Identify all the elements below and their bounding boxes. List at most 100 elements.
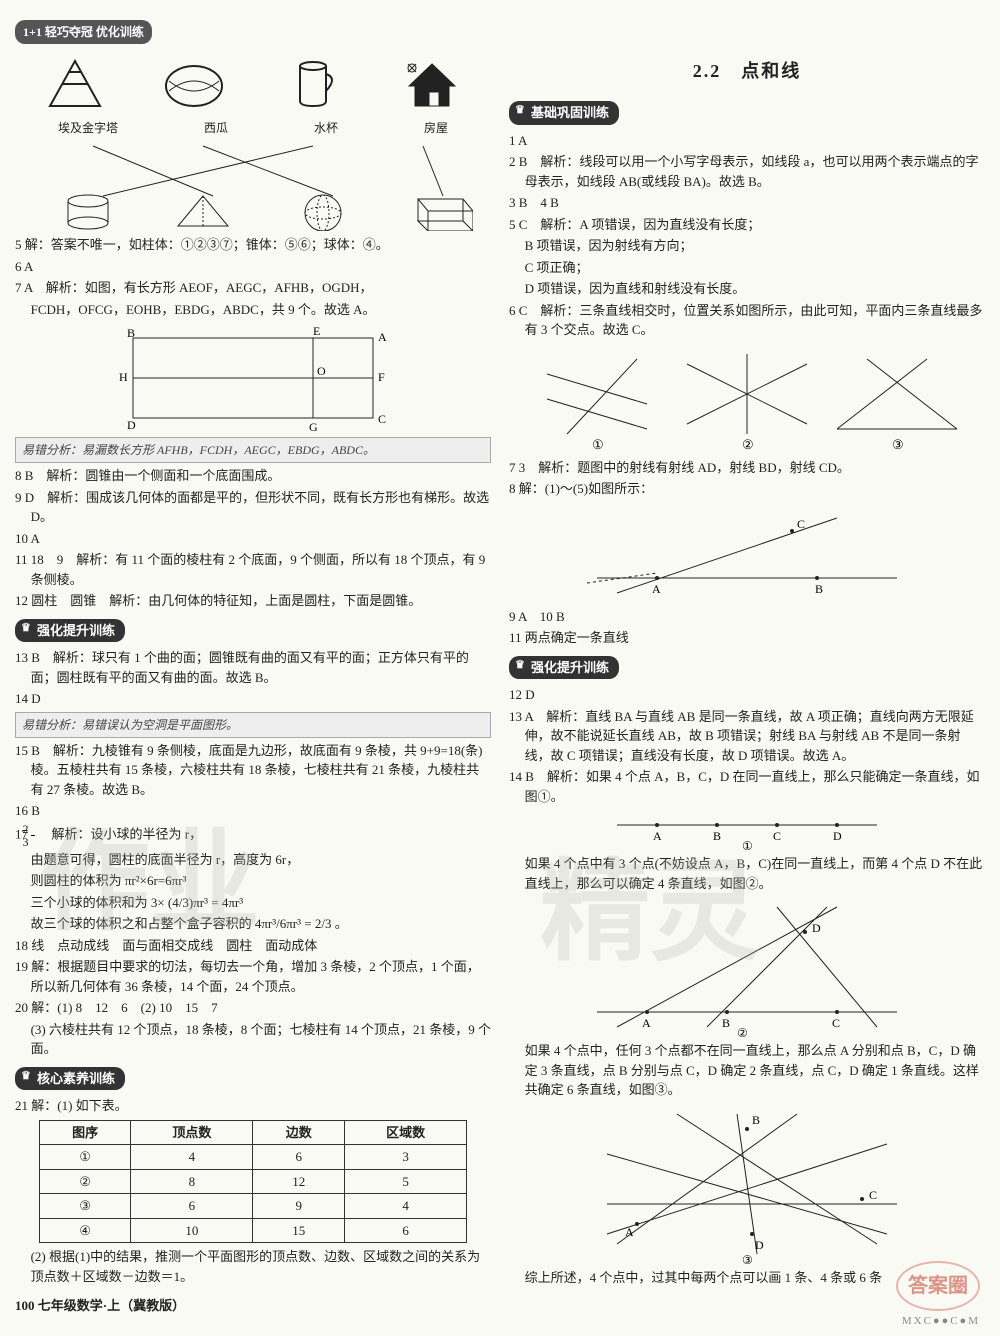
pyramid-icon xyxy=(40,56,110,111)
fig14b: A B C D ② xyxy=(577,897,917,1037)
q19: 19 解：根据题目中要求的切法，每切去一个角，增加 3 条棱，2 个顶点，1 个… xyxy=(15,957,491,996)
svg-text:O: O xyxy=(317,364,326,378)
svg-text:②: ② xyxy=(742,437,754,452)
house-icon xyxy=(397,56,467,111)
table-row: ④10156 xyxy=(39,1218,466,1243)
r-q11: 11 两点确定一条直线 xyxy=(509,628,985,648)
svg-text:A: A xyxy=(642,1016,651,1030)
r-q14a: 14 B 解析：如果 4 个点 A，B，C，D 在同一直线上，那么只能确定一条直… xyxy=(509,767,985,806)
q15: 15 B 解析：九棱锥有 9 条侧棱，底面是九边形，故底面有 9 条棱，共 9+… xyxy=(15,741,491,800)
q17c: 由题意可得，圆柱的底面半径为 r，高度为 6r， xyxy=(15,850,491,870)
badge-enhance-right: 强化提升训练 xyxy=(509,656,619,680)
svg-text:B: B xyxy=(722,1016,730,1030)
r-q5c: C 项正确； xyxy=(509,258,985,278)
svg-text:F: F xyxy=(378,370,385,384)
q8: 8 B 解析：圆锥由一个侧面和一个底面围成。 xyxy=(15,466,491,486)
q12: 12 圆柱 圆锥 解析：由几何体的特征知，上面是圆柱，下面是圆锥。 xyxy=(15,591,491,611)
svg-text:③: ③ xyxy=(892,437,904,452)
svg-text:A: A xyxy=(625,1225,634,1239)
q7b: FCDH，OFCG，EOHB，EBDG，ABDC，共 9 个。故选 A。 xyxy=(15,300,491,320)
note1: 易错分析：易漏数长方形 AFHB，FCDH，AEGC，EBDG，ABDC。 xyxy=(15,437,491,463)
q16: 16 B xyxy=(15,801,491,821)
table-q21: 图序 顶点数 边数 区域数 ①463 ②8125 ③694 ④10156 xyxy=(39,1120,467,1244)
r-q2: 2 B 解析：线段可以用一个小写字母表示，如线段 a，也可以用两个表示端点的字母… xyxy=(509,152,985,191)
svg-text:C: C xyxy=(378,412,386,426)
footer: 100 七年级数学·上（冀教版） xyxy=(15,1296,491,1316)
svg-text:E: E xyxy=(313,324,320,338)
th1: 顶点数 xyxy=(131,1120,253,1145)
svg-text:C: C xyxy=(869,1188,877,1202)
badge-enhance-left: 强化提升训练 xyxy=(15,619,125,643)
q13: 13 B 解析：球只有 1 个曲的面；圆锥既有曲的面又有平的面；正方体只有平的面… xyxy=(15,648,491,687)
r-q14b: 如果 4 个点中有 3 个点(不妨设点 A，B，C)在同一直线上，而第 4 个点… xyxy=(509,854,985,893)
svg-text:B: B xyxy=(127,326,135,340)
table-row: ①463 xyxy=(39,1145,466,1170)
label-house: 房屋 xyxy=(424,119,448,137)
r-q14c: 如果 4 个点中，任何 3 个点都不在同一直线上，那么点 A 分别和点 B，C，… xyxy=(509,1041,985,1100)
page: 作业 精灵 答案圈 MXC●●C●M 1+1 轻巧夺冠 优化训练 埃及金字塔 西… xyxy=(0,0,1000,1336)
r-q5a: 5 C 解析：A 项错误，因为直线没有长度； xyxy=(509,215,985,235)
r-q5b: B 项错误，因为射线有方向； xyxy=(509,236,985,256)
svg-text:D: D xyxy=(127,418,136,432)
badge-basic: 基础巩固训练 xyxy=(509,101,619,125)
r-q7: 7 3 解析：题图中的射线有射线 AD，射线 BD，射线 CD。 xyxy=(509,458,985,478)
q7a: 7 A 解析：如图，有长方形 AEOF，AEGC，AFHB，OGDH， xyxy=(15,278,491,298)
r-q6: 6 C 解析：三条直线相交时，位置关系如图所示，由此可知，平面内三条直线最多有 … xyxy=(509,301,985,340)
th0: 图序 xyxy=(39,1120,131,1145)
svg-text:③: ③ xyxy=(742,1253,753,1264)
q14: 14 D xyxy=(15,689,491,709)
shapes-labels: 埃及金字塔 西瓜 水杯 房屋 xyxy=(15,119,491,137)
r-q13: 13 A 解析：直线 BA 与直线 AB 是同一条直线，故 A 项正确；直线向两… xyxy=(509,707,985,766)
right-column: 2.2 点和线 基础巩固训练 1 A 2 B 解析：线段可以用一个小写字母表示，… xyxy=(509,52,985,1316)
svg-text:C: C xyxy=(773,829,781,843)
q20a: 20 解：(1) 8 12 6 (2) 10 15 7 xyxy=(15,998,491,1018)
q6: 6 A xyxy=(15,257,491,277)
label-cup: 水杯 xyxy=(314,119,338,137)
svg-text:A: A xyxy=(378,330,387,344)
q17e: 三个小球的体积和为 3× (4/3)πr³ = 4πr³ xyxy=(15,893,491,913)
cup-icon xyxy=(278,56,348,111)
r-q8: 8 解：(1)～(5)如图所示： xyxy=(509,479,985,499)
svg-text:B: B xyxy=(752,1113,760,1127)
watermelon-icon xyxy=(159,56,229,111)
svg-text:①: ① xyxy=(742,839,753,850)
table-row: ③694 xyxy=(39,1194,466,1219)
brand-bar: 1+1 轻巧夺冠 优化训练 xyxy=(15,20,152,44)
fig14a: A B C D ① xyxy=(597,810,897,850)
q18: 18 线 点动成线 面与面相交成线 圆柱 面动成体 xyxy=(15,936,491,956)
three-lines-diagram: ① ② ③ xyxy=(527,344,967,454)
table-row: ②8125 xyxy=(39,1169,466,1194)
r-q5d: D 项错误，因为直线和射线没有长度。 xyxy=(509,279,985,299)
q10: 10 A xyxy=(15,529,491,549)
r-q9: 9 A 10 B xyxy=(509,607,985,627)
svg-text:A: A xyxy=(653,829,662,843)
left-column: 埃及金字塔 西瓜 水杯 房屋 5 解：答案不唯一，如柱体：①②③⑦ xyxy=(15,52,491,1316)
fig14c: A B C D ③ xyxy=(577,1104,917,1264)
section-title: 2.2 点和线 xyxy=(509,58,985,85)
q20b: (3) 六棱柱共有 12 个顶点，18 条棱，8 个面；七棱柱有 14 个顶点，… xyxy=(15,1020,491,1059)
badge-core: 核心素养训练 xyxy=(15,1067,125,1091)
svg-text:②: ② xyxy=(737,1026,748,1037)
svg-text:B: B xyxy=(713,829,721,843)
rect-diagram: B E A H O F D G C xyxy=(103,323,403,433)
q21b: (2) 根据(1)中的结果，推测一个平面图形的顶点数、边数、区域数之间的关系为 … xyxy=(15,1247,491,1286)
note2: 易错分析：易错误认为空洞是平面图形。 xyxy=(15,712,491,738)
svg-text:C: C xyxy=(832,1016,840,1030)
th2: 边数 xyxy=(253,1120,345,1145)
svg-text:D: D xyxy=(755,1238,764,1252)
label-watermelon: 西瓜 xyxy=(204,119,228,137)
svg-text:A: A xyxy=(652,582,661,596)
svg-text:B: B xyxy=(815,582,823,596)
q17: 17 23 解析：设小球的半径为 r， xyxy=(15,823,491,848)
q17f: 故三个球的体积之和占整个盒子容积的 4πr³/6πr³ = 2/3 。 xyxy=(15,914,491,934)
stamp: 答案圈 xyxy=(896,1261,980,1311)
q11: 11 18 9 解析：有 11 个面的棱柱有 2 个底面，9 个侧面，所以有 1… xyxy=(15,550,491,589)
svg-text:①: ① xyxy=(592,437,604,452)
q17d: 则圆柱的体积为 πr²×6r=6πr³ xyxy=(15,871,491,891)
label-pyramid: 埃及金字塔 xyxy=(58,119,118,137)
r-q3: 3 B 4 B xyxy=(509,193,985,213)
svg-text:G: G xyxy=(309,420,318,433)
r-q12: 12 D xyxy=(509,685,985,705)
columns: 埃及金字塔 西瓜 水杯 房屋 5 解：答案不唯一，如柱体：①②③⑦ xyxy=(15,52,985,1316)
r-q1: 1 A xyxy=(509,131,985,151)
